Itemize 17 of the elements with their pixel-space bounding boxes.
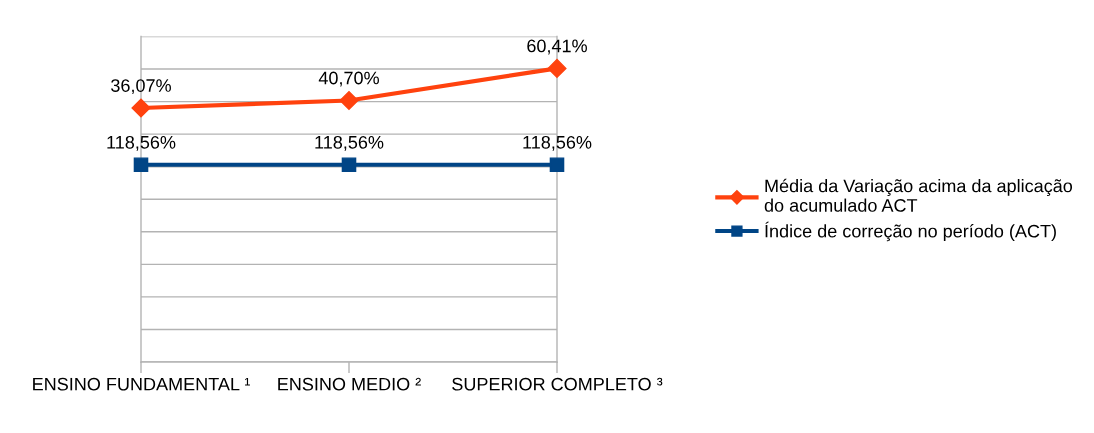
data-label: 40,70%	[318, 71, 379, 87]
point	[341, 157, 357, 173]
point	[131, 98, 151, 118]
point	[339, 90, 359, 110]
point	[547, 58, 567, 78]
x-tick-label: SUPERIOR COMPLETO ³	[452, 377, 663, 391]
x-tick-label: ENSINO MEDIO ²	[278, 377, 421, 391]
data-label: 118,56%	[107, 135, 176, 151]
data-label: 118,56%	[523, 135, 592, 151]
data-label: 60,41%	[527, 39, 587, 55]
data-label: 36,07%	[111, 79, 171, 95]
legend-label: Índice de correção no período (ACT)	[765, 221, 1056, 242]
x-tick-label: ENSINO FUNDAMENTAL ¹	[33, 377, 250, 391]
point	[549, 157, 565, 173]
legend-label: Média da Variação acima da aplicação do acumulado ACT	[764, 178, 1073, 212]
data-label: 118,56%	[315, 135, 384, 151]
point	[133, 157, 149, 173]
